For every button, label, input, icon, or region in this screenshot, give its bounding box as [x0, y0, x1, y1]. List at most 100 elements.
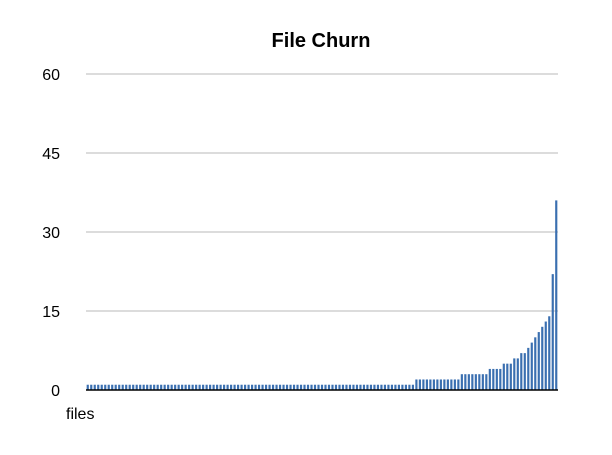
bar [348, 384, 352, 390]
bar [250, 384, 254, 390]
bar [509, 363, 512, 390]
bar [327, 384, 331, 390]
bar [205, 384, 208, 390]
bar [299, 384, 303, 390]
bar [100, 384, 103, 390]
bar [310, 384, 313, 390]
bar [278, 384, 282, 390]
bar [313, 384, 317, 390]
bar [271, 384, 275, 390]
bar [118, 384, 121, 390]
bar [523, 353, 526, 390]
bar [376, 384, 380, 390]
bar [324, 384, 327, 390]
y-axis-ticks: 0 15 30 45 60 [42, 67, 60, 400]
bar [404, 384, 407, 390]
bar [537, 332, 540, 390]
bars [86, 200, 558, 390]
bar [177, 384, 180, 390]
bar [303, 384, 306, 390]
bar [163, 384, 166, 390]
bar [257, 384, 261, 390]
bar [261, 384, 264, 390]
bar [425, 379, 428, 390]
bar [338, 384, 341, 390]
bar [446, 379, 449, 390]
bar [541, 326, 544, 390]
bar [478, 374, 481, 390]
bar [499, 368, 502, 390]
bar [548, 316, 551, 390]
x-axis-label: files [66, 406, 94, 423]
bar [443, 379, 446, 390]
bar [345, 384, 348, 390]
bar [474, 374, 477, 390]
bar [202, 384, 205, 390]
chart-title: File Churn [272, 30, 371, 52]
bar [320, 384, 324, 390]
bar [453, 379, 456, 390]
bar [481, 374, 484, 390]
bar [107, 384, 110, 390]
bar [149, 384, 152, 390]
bar [331, 384, 334, 390]
bar [450, 379, 453, 390]
bar [362, 384, 366, 390]
bar [551, 274, 554, 390]
bar [520, 353, 523, 390]
bar [174, 384, 177, 390]
bar [383, 384, 387, 390]
bar [181, 384, 184, 390]
bar [471, 374, 474, 390]
bar [292, 384, 296, 390]
bar [373, 384, 376, 390]
bar [264, 384, 268, 390]
bar [132, 384, 135, 390]
bar [369, 384, 373, 390]
bar [485, 374, 488, 390]
bar [408, 384, 411, 390]
bar [128, 384, 131, 390]
bar [244, 384, 247, 390]
bar [457, 379, 460, 390]
bar [282, 384, 285, 390]
bar [429, 379, 432, 390]
bar [188, 384, 191, 390]
bar [167, 384, 170, 390]
bar [125, 384, 128, 390]
bar [341, 384, 345, 390]
bar [146, 384, 149, 390]
bar [184, 384, 187, 390]
bar [121, 384, 124, 390]
bar [488, 368, 491, 390]
bar [219, 384, 222, 390]
bar [439, 379, 442, 390]
bar [240, 384, 243, 390]
bar [544, 321, 547, 390]
bar [502, 363, 505, 390]
bar [495, 368, 498, 390]
bar [160, 384, 163, 390]
bar [156, 384, 159, 390]
bar [237, 384, 240, 390]
bar [153, 384, 156, 390]
bar [387, 384, 390, 390]
bar [436, 379, 439, 390]
bar [359, 384, 362, 390]
bar [230, 384, 233, 390]
bar [530, 342, 533, 390]
bar [275, 384, 278, 390]
bar [467, 374, 470, 390]
bar [460, 374, 463, 390]
bar [139, 384, 142, 390]
bar [212, 384, 215, 390]
bar [142, 384, 145, 390]
bar [355, 384, 359, 390]
bar [390, 384, 394, 390]
bar [285, 384, 289, 390]
bar [418, 379, 421, 390]
bar [534, 337, 537, 390]
bar [195, 384, 198, 390]
bar [306, 384, 310, 390]
